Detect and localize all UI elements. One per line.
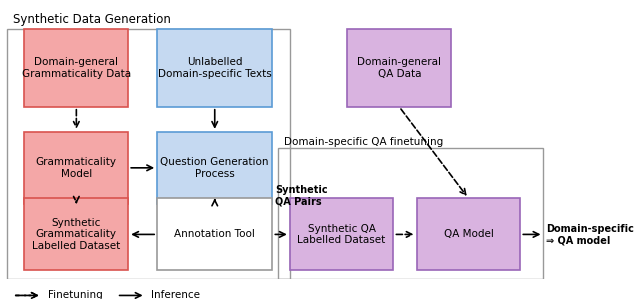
Text: Inference: Inference: [151, 290, 200, 299]
FancyArrowPatch shape: [212, 109, 218, 127]
FancyBboxPatch shape: [24, 132, 128, 204]
FancyArrowPatch shape: [133, 232, 154, 237]
Text: Domain-general
Grammaticality Data: Domain-general Grammaticality Data: [22, 57, 131, 79]
Text: Domain-specific
⇒ QA model: Domain-specific ⇒ QA model: [547, 224, 634, 245]
FancyArrowPatch shape: [275, 232, 285, 237]
FancyArrowPatch shape: [131, 165, 152, 171]
Text: Annotation Tool: Annotation Tool: [174, 229, 255, 239]
Text: Grammaticality
Model: Grammaticality Model: [36, 157, 117, 179]
Text: Unlabelled
Domain-specific Texts: Unlabelled Domain-specific Texts: [158, 57, 271, 79]
Text: Question Generation
Process: Question Generation Process: [161, 157, 269, 179]
FancyArrowPatch shape: [74, 109, 79, 127]
Text: QA Model: QA Model: [444, 229, 493, 239]
Text: Synthetic
Grammaticality
Labelled Dataset: Synthetic Grammaticality Labelled Datase…: [32, 218, 120, 251]
FancyArrowPatch shape: [523, 232, 539, 237]
FancyBboxPatch shape: [157, 198, 273, 271]
FancyBboxPatch shape: [348, 29, 451, 107]
FancyArrowPatch shape: [212, 200, 218, 206]
FancyBboxPatch shape: [417, 198, 520, 271]
Text: Synthetic
QA Pairs: Synthetic QA Pairs: [275, 185, 328, 206]
Text: Domain-specific QA finetuning: Domain-specific QA finetuning: [284, 137, 443, 147]
FancyBboxPatch shape: [24, 29, 128, 107]
Text: Synthetic QA
Labelled Dataset: Synthetic QA Labelled Dataset: [298, 224, 386, 245]
FancyBboxPatch shape: [157, 29, 273, 107]
Text: Synthetic Data Generation: Synthetic Data Generation: [13, 13, 171, 26]
FancyArrowPatch shape: [401, 109, 466, 195]
Text: Finetuning: Finetuning: [47, 290, 102, 299]
FancyArrowPatch shape: [74, 196, 79, 202]
FancyArrowPatch shape: [396, 232, 412, 237]
FancyBboxPatch shape: [24, 198, 128, 271]
Text: Domain-general
QA Data: Domain-general QA Data: [357, 57, 441, 79]
FancyBboxPatch shape: [290, 198, 394, 271]
FancyBboxPatch shape: [157, 132, 273, 204]
